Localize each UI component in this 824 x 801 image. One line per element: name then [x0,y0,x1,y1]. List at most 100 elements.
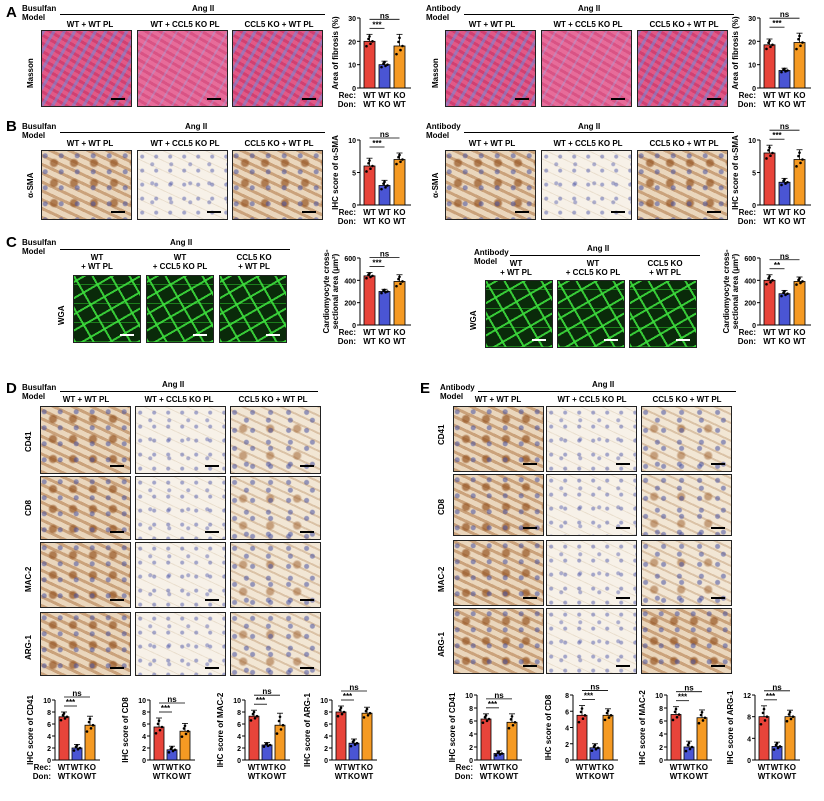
treatment-label: Ang II [192,4,215,13]
data-point [395,284,398,288]
treatment-label: Ang II [185,122,208,131]
rec-label: Rec: [339,91,356,100]
data-point [765,157,768,160]
bar [363,40,376,89]
data-point [397,277,400,281]
y-tick-label: 6 [142,722,146,729]
micrograph [546,474,637,536]
data-point [699,713,703,717]
data-point [160,725,164,729]
y-tick-label: 0 [752,203,756,210]
sig-label: ns [167,695,177,704]
rec-value: WT [589,763,602,772]
data-point [365,707,369,711]
y-tick-label: 200 [344,301,356,308]
don-label: Don: [738,100,756,109]
rec-value: WT [363,208,376,217]
data-point [59,718,63,722]
data-point [765,282,768,286]
data-point [780,183,783,187]
don-label: Don: [455,772,473,781]
condition-label: WT + WT PL [66,139,114,148]
y-tick-label: 4 [237,734,241,741]
treatment-label: Ang II [170,238,193,247]
y-axis-label: sectional area (μm²) [731,253,740,329]
sig-label: *** [372,139,382,148]
micrograph [641,474,732,536]
bar [378,291,391,326]
micrograph [546,608,637,674]
micrograph [40,476,131,540]
y-tick-label: 8 [324,710,328,717]
micrograph [230,476,321,540]
y-tick-label: 4 [747,736,751,743]
data-point [253,717,257,720]
data-point [371,40,374,43]
don-value: KO [493,772,505,781]
data-point [799,281,802,285]
data-point [590,749,594,752]
data-point [487,717,491,721]
data-point [371,274,374,278]
data-point [399,282,402,286]
data-point [767,41,770,45]
data-point [798,34,801,38]
sig-label: ns [780,252,790,261]
y-tick-label: 0 [324,758,328,765]
y-tick-label: 0 [352,86,356,93]
data-point [339,706,343,710]
data-point [762,707,766,711]
rec-value: WT [71,763,84,772]
data-point [398,275,401,279]
data-point [371,164,374,168]
micrograph [641,406,732,472]
data-point [686,743,690,747]
don-value: KO [779,100,791,109]
condition-label: WT + CCL5 KO PL [553,139,623,148]
condition-label: CCL5 KO + WT PL [652,395,722,404]
bar [480,718,492,761]
y-tick-label: 8 [469,706,473,713]
condition-label: CCL5 KO + WT PL [649,20,719,29]
model-label: Busulfan Model [22,383,57,401]
don-value: WT [361,772,374,781]
y-tick-label: 8 [565,693,569,700]
y-tick-label: 6 [659,719,663,726]
don-value: WT [784,772,797,781]
micrograph [453,540,544,606]
data-point [609,714,613,717]
don-value: WT [758,772,771,781]
don-label: Don: [338,217,356,226]
don-value: KO [771,772,783,781]
data-point [786,180,789,184]
y-tick-label: 5 [352,171,356,178]
y-tick-label: 12 [743,693,751,700]
data-point [498,753,502,756]
data-point [784,70,787,73]
data-point [765,715,769,718]
micrograph [135,476,226,540]
micrograph [41,150,132,220]
micrograph [40,612,131,676]
data-point [497,750,501,753]
data-point [156,722,160,726]
data-point [401,280,404,283]
rec-value: KO [784,763,796,772]
data-point [279,728,283,731]
rec-value: KO [794,328,806,337]
data-point [338,708,342,712]
data-point [265,742,269,745]
rec-value: WT [763,91,776,100]
sig-label: *** [66,698,76,707]
data-point [783,290,786,293]
y-tick-label: 2 [47,746,51,753]
y-tick-label: 0 [237,758,241,765]
data-point [397,155,400,159]
data-point [801,41,804,44]
data-point [605,711,609,715]
sig-label: ns [262,687,272,696]
treatment-label: Ang II [578,122,601,131]
data-point [675,715,679,719]
data-point [180,735,184,738]
don-value: WT [335,772,348,781]
